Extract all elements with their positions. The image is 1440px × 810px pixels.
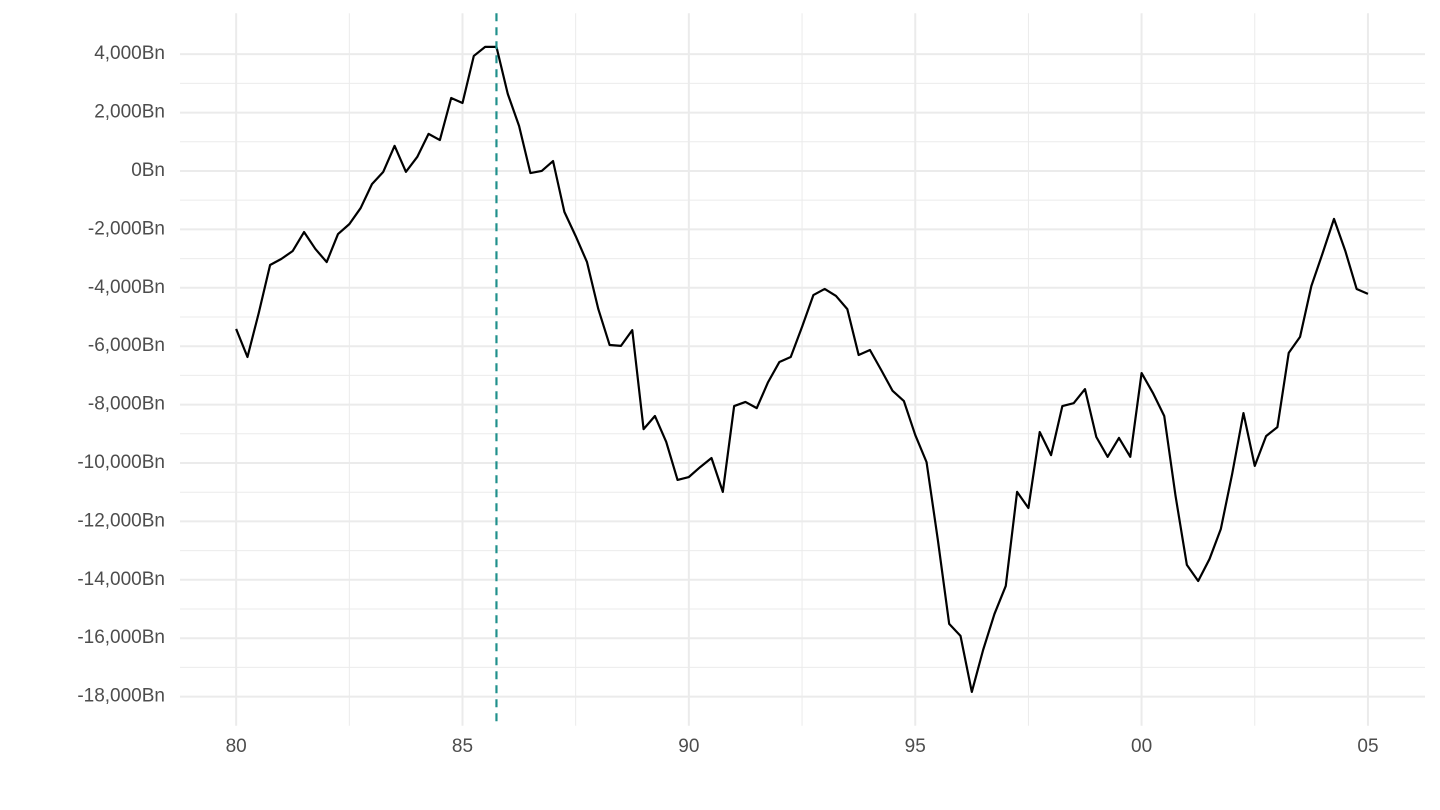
y-tick-label: -2,000Bn xyxy=(88,218,165,239)
y-tick-label: -18,000Bn xyxy=(77,686,165,707)
data-line xyxy=(235,45,1369,694)
x-tick-label: 80 xyxy=(226,736,247,757)
y-tick-label: -16,000Bn xyxy=(77,627,165,648)
x-tick-label: 85 xyxy=(452,736,473,757)
y-tick-label: 4,000Bn xyxy=(94,43,165,64)
y-tick-label: -10,000Bn xyxy=(77,452,165,473)
y-tick-label: -14,000Bn xyxy=(77,569,165,590)
y-tick-label: -12,000Bn xyxy=(77,510,165,531)
x-tick-label: 90 xyxy=(678,736,699,757)
y-tick-label: -4,000Bn xyxy=(88,277,165,298)
y-tick-label: -6,000Bn xyxy=(88,335,165,356)
x-tick-label: 00 xyxy=(1131,736,1152,757)
y-tick-label: -8,000Bn xyxy=(88,394,165,415)
x-tick-label: 05 xyxy=(1357,736,1378,757)
y-tick-label: 0Bn xyxy=(131,160,165,181)
y-tick-label: 2,000Bn xyxy=(94,102,165,123)
x-tick-label: 95 xyxy=(905,736,926,757)
